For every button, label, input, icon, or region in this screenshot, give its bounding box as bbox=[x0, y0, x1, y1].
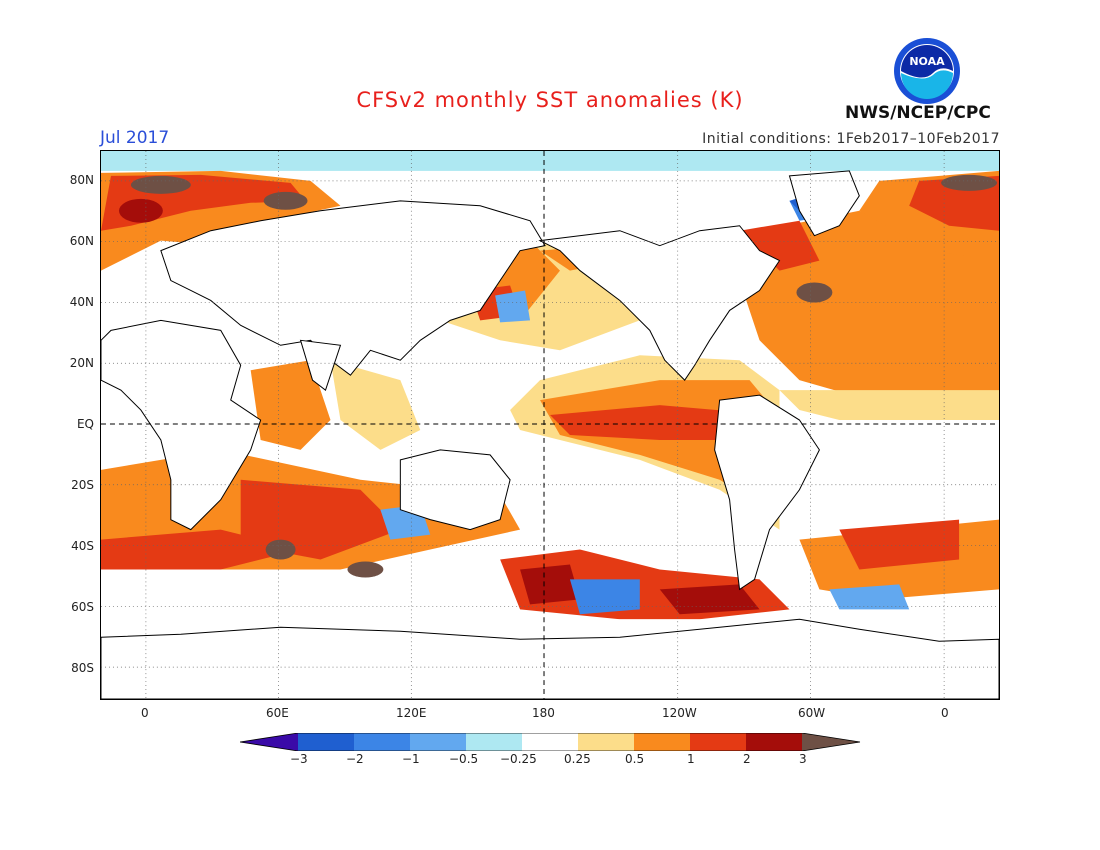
colorbar-label: −2 bbox=[346, 752, 364, 766]
colorbar-label: −1 bbox=[402, 752, 420, 766]
logo-text: NOAA bbox=[909, 55, 945, 68]
y-label-40s: 40S bbox=[71, 539, 94, 553]
sst-anomaly-map bbox=[100, 150, 1000, 700]
y-label-60n: 60N bbox=[69, 234, 94, 248]
y-label-eq: EQ bbox=[76, 417, 94, 431]
colorbar-bin bbox=[298, 733, 354, 751]
chart-title: CFSv2 monthly SST anomalies (K) bbox=[356, 88, 744, 112]
initial-conditions-label: Initial conditions: 1Feb2017–10Feb2017 bbox=[702, 131, 1000, 147]
forecast-month-label: Jul 2017 bbox=[100, 128, 170, 148]
noaa-logo-icon: NOAA bbox=[894, 38, 960, 104]
colorbar-label: −0.25 bbox=[500, 752, 537, 766]
colorbar-bin bbox=[578, 733, 634, 751]
agency-label: NWS/NCEP/CPC bbox=[845, 103, 991, 123]
colorbar-bin bbox=[522, 733, 578, 751]
colorbar-bin bbox=[466, 733, 522, 751]
colorbar-bin bbox=[354, 733, 410, 751]
y-label-60s: 60S bbox=[71, 600, 94, 614]
colorbar-high-arrow bbox=[802, 733, 860, 751]
x-label-120e: 120E bbox=[396, 706, 427, 720]
y-label-20s: 20S bbox=[71, 478, 94, 492]
arctic-band bbox=[101, 151, 999, 171]
colorbar bbox=[240, 733, 861, 751]
x-label-120w: 120W bbox=[662, 706, 697, 720]
y-label-20n: 20N bbox=[69, 356, 94, 370]
x-label-0-right: 0 bbox=[941, 706, 949, 720]
colorbar-label: −0.5 bbox=[449, 752, 479, 766]
colorbar-bin bbox=[634, 733, 690, 751]
x-label-0: 0 bbox=[141, 706, 149, 720]
colorbar-label: 0.25 bbox=[564, 752, 591, 766]
x-label-60e: 60E bbox=[266, 706, 289, 720]
colorbar-label: −3 bbox=[290, 752, 308, 766]
y-label-40n: 40N bbox=[69, 295, 94, 309]
x-label-180: 180 bbox=[532, 706, 555, 720]
y-label-80n: 80N bbox=[69, 173, 94, 187]
colorbar-label: 1 bbox=[687, 752, 695, 766]
colorbar-bin bbox=[690, 733, 746, 751]
x-label-60w: 60W bbox=[798, 706, 826, 720]
colorbar-bin bbox=[410, 733, 466, 751]
continents bbox=[101, 170, 999, 699]
colorbar-label: 3 bbox=[799, 752, 807, 766]
y-label-80s: 80S bbox=[71, 661, 94, 675]
colorbar-bin bbox=[746, 733, 802, 751]
colorbar-label: 0.5 bbox=[625, 752, 645, 766]
colorbar-low-arrow bbox=[240, 733, 298, 751]
colorbar-label: 2 bbox=[743, 752, 751, 766]
